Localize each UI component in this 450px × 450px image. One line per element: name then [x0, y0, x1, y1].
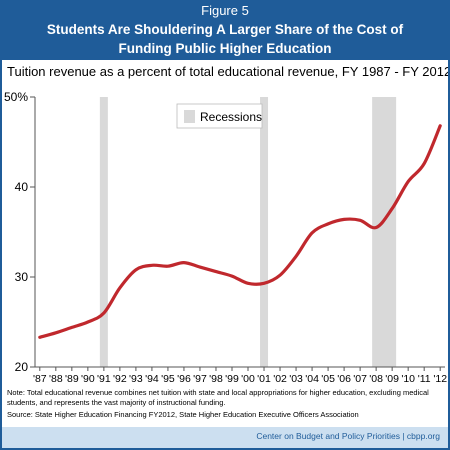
- figure-header: Figure 5 Students Are Shouldering A Larg…: [2, 2, 448, 60]
- y-tick-label: 20: [15, 360, 29, 374]
- x-tick-label: '11: [418, 373, 431, 385]
- x-tick-label: '99: [225, 373, 239, 385]
- x-tick-label: '97: [193, 373, 207, 385]
- x-tick-label: '89: [65, 373, 79, 385]
- x-tick-label: '94: [145, 373, 159, 385]
- footer: Center on Budget and Policy Priorities |…: [2, 427, 448, 448]
- x-tick-label: '88: [49, 373, 63, 385]
- legend-label: Recessions: [200, 110, 262, 124]
- x-tick-label: '87: [33, 373, 47, 385]
- x-tick-label: '00: [241, 373, 255, 385]
- y-tick-label: 40: [15, 180, 29, 194]
- chart-title: Students Are Shouldering A Larger Share …: [46, 22, 404, 56]
- legend-swatch: [184, 110, 195, 123]
- recession-band: [260, 97, 269, 367]
- x-tick-label: '01: [257, 373, 271, 385]
- y-ticks: 20 30 40 50%: [4, 90, 35, 374]
- x-tick-label: '08: [369, 373, 383, 385]
- recession-band: [99, 97, 108, 367]
- recession-band: [372, 97, 397, 367]
- x-tick-label: '96: [177, 373, 191, 385]
- series-line: [38, 124, 442, 339]
- chart-source: Source: State Higher Education Financing…: [7, 410, 359, 419]
- series-layer: [38, 124, 442, 339]
- x-tick-label: '95: [161, 373, 175, 385]
- x-tick-label: '06: [337, 373, 351, 385]
- recession-bands: [99, 97, 397, 367]
- legend: Recessions: [176, 103, 263, 129]
- credit-line: Center on Budget and Policy Priorities |…: [256, 431, 440, 441]
- y-tick-label: 50%: [4, 90, 28, 104]
- x-ticks: '87'88'89'90'91'92'93'94'95'96'97'98'99 '…: [33, 367, 447, 385]
- x-tick-label: '93: [129, 373, 143, 385]
- y-tick-label: 30: [15, 270, 29, 284]
- figure-label: Figure 5: [201, 3, 249, 18]
- x-tick-label: '92: [113, 373, 127, 385]
- x-tick-label: '07: [353, 373, 367, 385]
- chart-subtitle: Tuition revenue as a percent of total ed…: [7, 64, 450, 79]
- chart-note: Note: Total educational revenue combines…: [7, 388, 429, 407]
- x-tick-label: '09: [385, 373, 399, 385]
- x-tick-label: '03: [289, 373, 303, 385]
- x-tick-label: '10: [401, 373, 415, 385]
- x-tick-label: '90: [81, 373, 95, 385]
- x-tick-label: '05: [321, 373, 335, 385]
- line-chart: 20 30 40 50% '87'88'89'90'91'92'93'94'95'96…: [4, 90, 447, 385]
- x-tick-label: '02: [273, 373, 287, 385]
- x-tick-label: '98: [209, 373, 223, 385]
- x-tick-label: '91: [97, 373, 111, 385]
- x-tick-label: '04: [305, 373, 319, 385]
- axes: [34, 97, 445, 368]
- x-tick-label: '12: [433, 373, 447, 385]
